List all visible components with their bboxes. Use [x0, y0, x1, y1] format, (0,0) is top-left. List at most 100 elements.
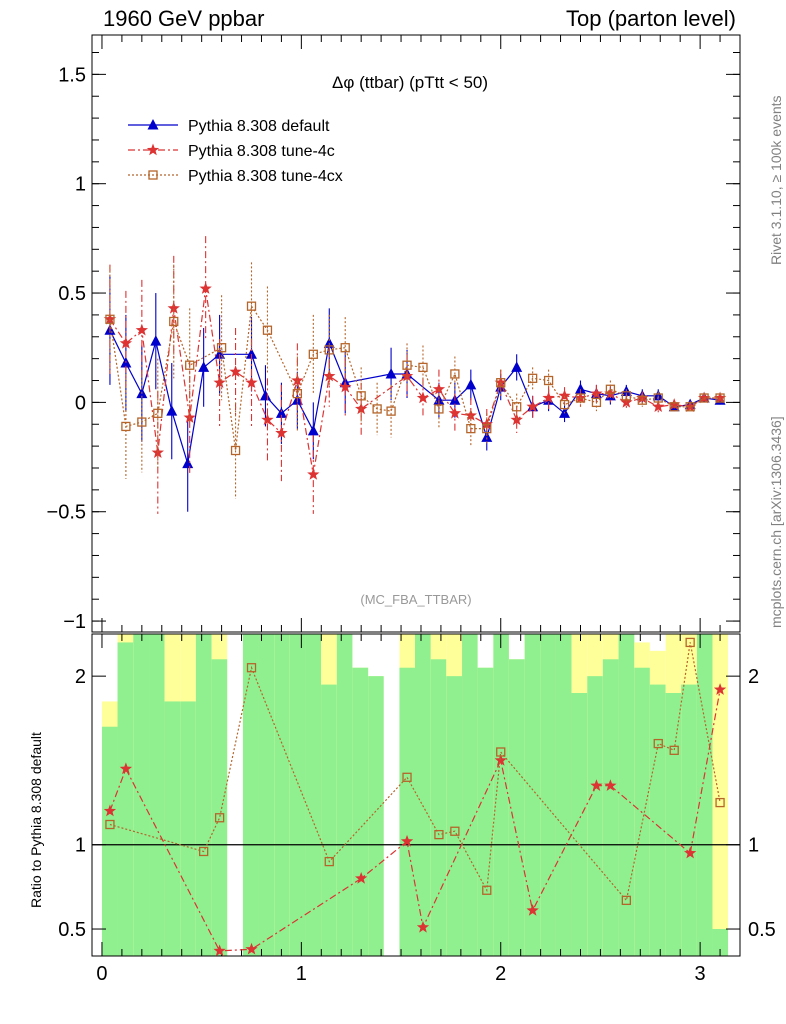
main-data-point	[558, 389, 571, 402]
ratio-data-point	[669, 745, 679, 755]
ratio-band-outer	[712, 634, 729, 956]
ratio-ytick-label-right: 0.5	[748, 919, 776, 941]
main-data-point	[135, 323, 149, 336]
ratio-data-point	[324, 856, 334, 867]
main-data-point	[230, 445, 241, 456]
main-data-point	[275, 407, 287, 418]
main-data-point	[307, 468, 320, 480]
main-data-point	[575, 393, 586, 403]
ratio-band-inner	[681, 684, 697, 956]
main-data-point	[432, 382, 446, 395]
main-data-point	[199, 282, 212, 294]
legend-marker	[146, 143, 160, 156]
main-series-0	[104, 275, 726, 512]
main-data-point	[198, 361, 210, 372]
ratio-ytick-label: 1	[75, 835, 86, 857]
main-data-point	[465, 378, 477, 390]
ratio-ytick-label-right: 1	[748, 835, 759, 857]
main-data-point	[246, 301, 257, 311]
main-data-point	[697, 391, 711, 404]
main-data-point	[685, 402, 695, 412]
ratio-ytick-label-right: 2	[748, 666, 759, 688]
ratio-band-inner	[101, 726, 118, 956]
main-data-point	[416, 391, 430, 404]
main-ytick-label: −1	[63, 611, 86, 633]
main-data-point	[637, 395, 647, 405]
ratio-band-inner	[164, 701, 181, 956]
main-data-point	[543, 375, 554, 386]
main-data-point	[185, 360, 195, 370]
ratio-data-point	[402, 772, 412, 782]
main-data-point	[308, 349, 318, 359]
main-data-point	[259, 389, 271, 401]
ratio-series-0	[103, 683, 727, 957]
main-data-point	[292, 388, 303, 399]
legend-label: Pythia 8.308 default	[188, 118, 330, 135]
main-data-point	[699, 393, 709, 403]
ratio-band-inner	[540, 634, 556, 956]
main-series-2	[105, 262, 725, 499]
ratio-ytick-label: 0.5	[58, 919, 86, 941]
ratio-band-inner	[321, 684, 337, 956]
main-data-point	[356, 391, 366, 401]
ratio-band-inner	[571, 693, 588, 956]
ratio-band-inner	[274, 634, 290, 956]
ratio-band-inner	[555, 634, 572, 956]
main-data-point	[402, 360, 412, 370]
main-data-point	[527, 373, 538, 383]
main-data-point	[262, 325, 273, 335]
ratio-data-point	[482, 885, 492, 895]
ratio-data-point	[621, 895, 632, 906]
ratio-data-point	[590, 779, 603, 791]
main-data-point	[450, 369, 460, 379]
main-ytick-label: 0	[75, 392, 86, 414]
main-data-point	[166, 405, 178, 416]
main-data-point	[119, 336, 133, 349]
ratio-band-inner	[195, 634, 212, 956]
main-data-point	[386, 406, 396, 416]
main-data-point	[324, 345, 334, 355]
ratio-data-point	[713, 683, 727, 695]
ratio-band-inner	[462, 634, 478, 956]
ratio-data-point	[214, 813, 225, 823]
main-data-point	[605, 384, 616, 394]
main-data-point	[481, 431, 493, 442]
ratio-data-point	[416, 920, 430, 933]
main-data-point	[121, 421, 131, 432]
ratio-band-inner	[508, 659, 525, 956]
main-data-point	[385, 367, 397, 379]
main-data-point	[591, 397, 602, 408]
ratio-data-point	[400, 834, 414, 847]
ratio-axes: 0.5 0.5 1 1 2 2 0 1 2 3	[58, 633, 776, 985]
main-data-point	[418, 362, 428, 373]
ratio-band-inner	[524, 634, 541, 956]
ratio-band-inner	[305, 634, 322, 956]
legend: Pythia 8.308 default Pythia 8.308 tune-4c…	[128, 118, 343, 185]
main-data-point	[229, 365, 242, 378]
main-data-point	[652, 400, 665, 413]
ratio-band-inner	[618, 634, 635, 956]
ratio-data-point	[683, 846, 697, 859]
main-data-point	[652, 389, 664, 401]
main-data-point	[214, 348, 226, 359]
main-data-point	[275, 426, 288, 439]
ratio-frame	[91, 633, 741, 957]
main-data-point	[216, 343, 227, 353]
header-left-label: 1960 GeV ppbar	[103, 6, 265, 31]
ratio-band-inner	[665, 693, 682, 956]
ratio-band-inner	[180, 701, 196, 956]
main-axes: −1 −0.5 0 0.5 1 1.5	[47, 34, 741, 633]
ratio-data-point	[119, 762, 133, 775]
ratio-data-point	[246, 663, 257, 673]
main-data-point	[105, 314, 115, 324]
main-series-line	[109, 329, 721, 464]
main-ytick-label: 1	[75, 174, 86, 196]
ratio-band-inner	[399, 667, 416, 956]
ratio-ytick-label: 2	[75, 666, 86, 688]
ratio-data-point	[450, 826, 460, 836]
main-data-point	[169, 316, 179, 327]
ratio-data-point	[494, 753, 507, 766]
ratio-band-inner	[587, 676, 603, 956]
ratio-band-inner	[477, 667, 494, 956]
main-data-point	[715, 393, 725, 403]
